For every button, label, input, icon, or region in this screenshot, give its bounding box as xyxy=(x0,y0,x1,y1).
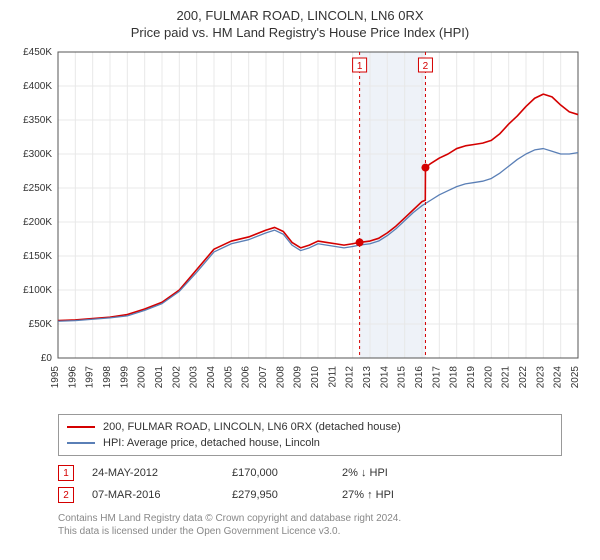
svg-text:2006: 2006 xyxy=(241,366,252,389)
transaction-marker: 2 xyxy=(58,487,74,503)
svg-text:1996: 1996 xyxy=(67,366,78,389)
svg-text:2021: 2021 xyxy=(501,366,512,389)
footer-note: Contains HM Land Registry data © Crown c… xyxy=(58,512,562,538)
transaction-date: 24-MAY-2012 xyxy=(92,467,232,479)
legend-label: 200, FULMAR ROAD, LINCOLN, LN6 0RX (deta… xyxy=(103,421,401,433)
legend-swatch xyxy=(67,426,95,428)
transaction-price: £279,950 xyxy=(232,489,342,501)
svg-text:2011: 2011 xyxy=(327,366,338,388)
svg-text:2010: 2010 xyxy=(310,366,321,389)
svg-text:2023: 2023 xyxy=(535,366,546,389)
svg-text:2003: 2003 xyxy=(189,366,200,389)
svg-text:£50K: £50K xyxy=(29,319,53,330)
svg-text:2002: 2002 xyxy=(171,366,182,389)
svg-text:1995: 1995 xyxy=(50,366,61,389)
svg-text:£450K: £450K xyxy=(23,47,52,58)
svg-text:2024: 2024 xyxy=(553,366,564,389)
svg-text:2007: 2007 xyxy=(258,366,269,389)
svg-text:£100K: £100K xyxy=(23,285,52,296)
legend-label: HPI: Average price, detached house, Linc… xyxy=(103,437,320,449)
svg-text:£300K: £300K xyxy=(23,149,52,160)
svg-text:£0: £0 xyxy=(41,353,53,364)
transaction-marker: 1 xyxy=(58,465,74,481)
transactions-table: 1 24-MAY-2012£170,0002% ↓ HPI 2 07-MAR-2016… xyxy=(58,462,562,506)
svg-text:2001: 2001 xyxy=(154,366,165,389)
svg-text:2025: 2025 xyxy=(570,366,581,389)
svg-text:2004: 2004 xyxy=(206,366,217,389)
svg-text:2016: 2016 xyxy=(414,366,425,389)
title-line2: Price paid vs. HM Land Registry's House … xyxy=(10,25,590,40)
svg-text:1997: 1997 xyxy=(85,366,96,389)
transaction-date: 07-MAR-2016 xyxy=(92,489,232,501)
svg-text:2009: 2009 xyxy=(293,366,304,389)
title-line1: 200, FULMAR ROAD, LINCOLN, LN6 0RX xyxy=(10,8,590,23)
svg-text:2000: 2000 xyxy=(137,366,148,389)
svg-text:2020: 2020 xyxy=(483,366,494,389)
svg-text:2012: 2012 xyxy=(345,366,356,389)
svg-text:£150K: £150K xyxy=(23,251,52,262)
transaction-change: 2% ↓ HPI xyxy=(342,467,462,479)
line-chart-svg: £0 £50K £100K £150K £200K £250K £300K £350K £400… xyxy=(10,46,590,406)
svg-text:2015: 2015 xyxy=(397,366,408,389)
svg-text:2005: 2005 xyxy=(223,366,234,389)
svg-text:2017: 2017 xyxy=(431,366,442,389)
footer-line1: Contains HM Land Registry data © Crown c… xyxy=(58,512,562,525)
svg-text:2013: 2013 xyxy=(362,366,373,389)
svg-text:2008: 2008 xyxy=(275,366,286,389)
legend-row: 200, FULMAR ROAD, LINCOLN, LN6 0RX (deta… xyxy=(67,419,553,435)
chart-area: £0 £50K £100K £150K £200K £250K £300K £350K £400… xyxy=(10,46,590,406)
transaction-price: £170,000 xyxy=(232,467,342,479)
transaction-change: 27% ↑ HPI xyxy=(342,489,462,501)
svg-text:2022: 2022 xyxy=(518,366,529,389)
svg-text:£200K: £200K xyxy=(23,217,52,228)
transaction-row: 1 24-MAY-2012£170,0002% ↓ HPI xyxy=(58,462,562,484)
svg-text:1: 1 xyxy=(357,61,363,72)
svg-text:£400K: £400K xyxy=(23,81,52,92)
svg-text:2014: 2014 xyxy=(379,366,390,389)
legend-swatch xyxy=(67,442,95,444)
svg-text:2: 2 xyxy=(423,61,429,72)
legend-box: 200, FULMAR ROAD, LINCOLN, LN6 0RX (deta… xyxy=(58,414,562,456)
svg-text:2019: 2019 xyxy=(466,366,477,389)
svg-text:2018: 2018 xyxy=(449,366,460,389)
svg-text:1998: 1998 xyxy=(102,366,113,389)
transaction-row: 2 07-MAR-2016£279,95027% ↑ HPI xyxy=(58,484,562,506)
legend-row: HPI: Average price, detached house, Linc… xyxy=(67,435,553,451)
svg-text:£350K: £350K xyxy=(23,115,52,126)
chart-container: 200, FULMAR ROAD, LINCOLN, LN6 0RX Price… xyxy=(0,0,600,544)
svg-text:1999: 1999 xyxy=(119,366,130,389)
footer-line2: This data is licensed under the Open Gov… xyxy=(58,525,562,538)
svg-text:£250K: £250K xyxy=(23,183,52,194)
